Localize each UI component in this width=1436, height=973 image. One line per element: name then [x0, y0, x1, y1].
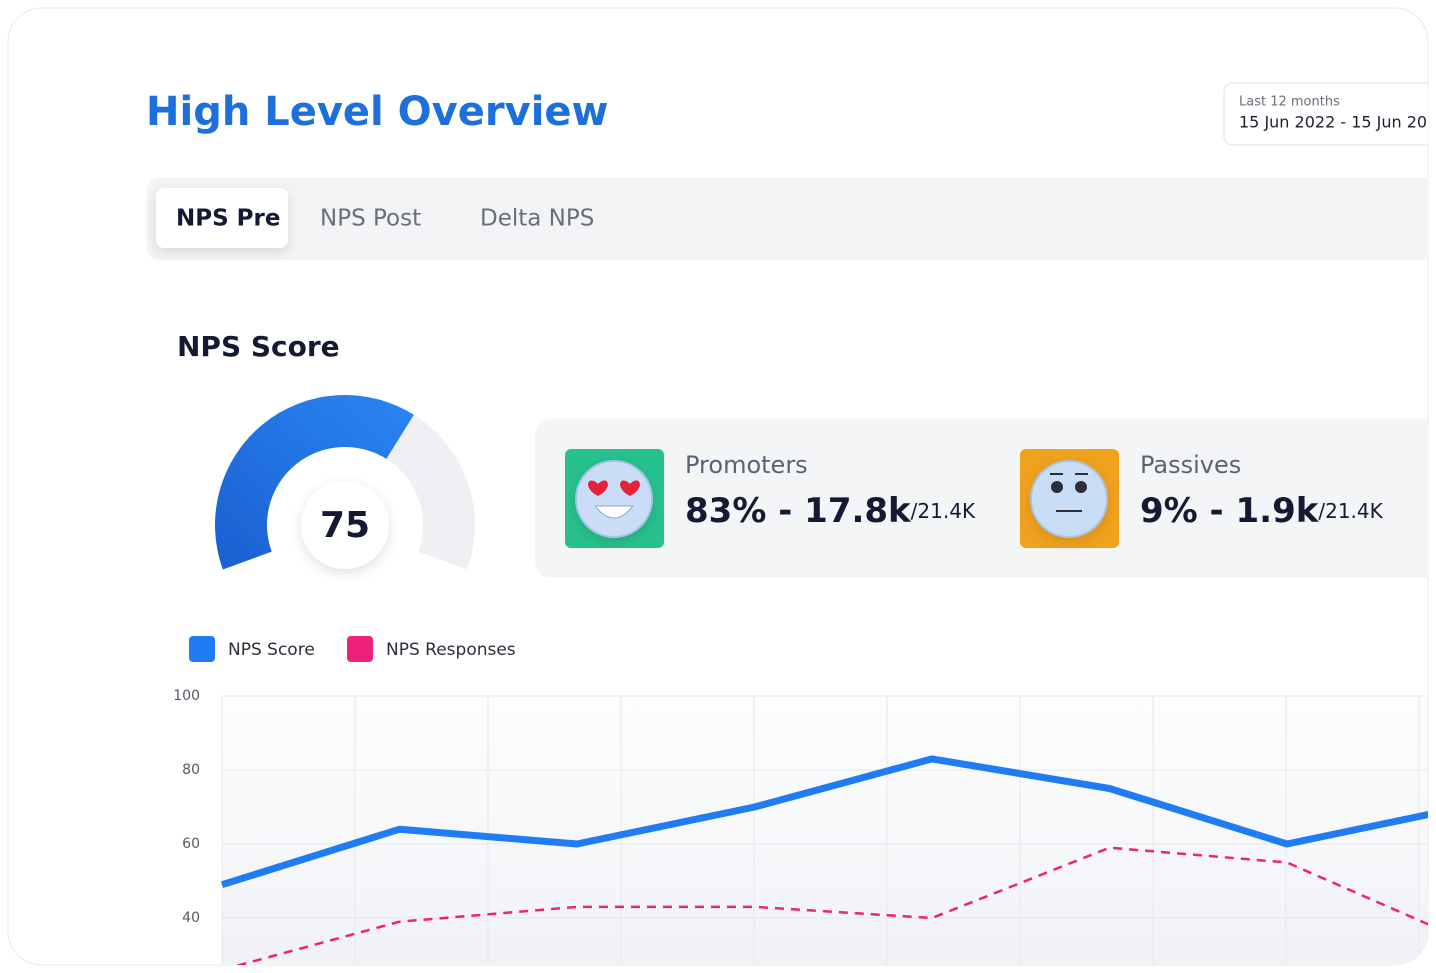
stat-label: Passives: [1140, 451, 1241, 479]
series-line: [220, 755, 1428, 889]
date-range: 15 Jun 2022 - 15 Jun 2023: [1239, 113, 1436, 132]
tab[interactable]: NPS Pre: [176, 206, 280, 232]
page-title: High Level Overview: [146, 89, 608, 135]
legend-swatch: [189, 636, 215, 662]
stat-count: 83% - 17.8k: [685, 491, 912, 531]
legend-label: NPS Score: [228, 640, 315, 660]
stat-value: 9% - 1.9k/21.4K: [1140, 491, 1384, 531]
emoji-eye: [1051, 481, 1063, 493]
section-title: NPS Score: [177, 330, 340, 363]
legend-swatch: [347, 636, 373, 662]
y-tick-label: 60: [182, 836, 200, 852]
gauge-fill: [215, 395, 414, 570]
emoji-face: [1030, 460, 1108, 538]
emoji-smile: [593, 505, 635, 519]
gauge-value: 75: [320, 505, 370, 546]
tab[interactable]: NPS Post: [320, 206, 421, 232]
series-line: [221, 846, 1428, 965]
emoji-eye: [1075, 481, 1087, 493]
date-picker[interactable]: [1223, 82, 1436, 146]
stat-label: Promoters: [685, 451, 808, 479]
y-tick-label: 100: [173, 688, 200, 704]
gauge-center: [301, 481, 389, 569]
stat-total: /21.4K: [911, 499, 976, 523]
stats-panel: [535, 419, 1428, 578]
y-tick-label: 80: [182, 762, 200, 778]
emoji-heart: [620, 480, 640, 496]
active-tab[interactable]: [156, 188, 288, 248]
tab-bar: [147, 178, 1428, 260]
y-tick-label: 40: [182, 910, 200, 926]
emoji-face: [575, 460, 653, 538]
stat-count: 9% - 1.9k: [1140, 491, 1320, 531]
stat-total: /21.4K: [1318, 499, 1383, 523]
legend-label: NPS Responses: [386, 640, 516, 660]
date-label: Last 12 months: [1239, 95, 1340, 110]
stat-value: 83% - 17.8k/21.4K: [685, 491, 976, 531]
tab[interactable]: Delta NPS: [480, 206, 594, 232]
emoji-heart: [588, 480, 608, 496]
